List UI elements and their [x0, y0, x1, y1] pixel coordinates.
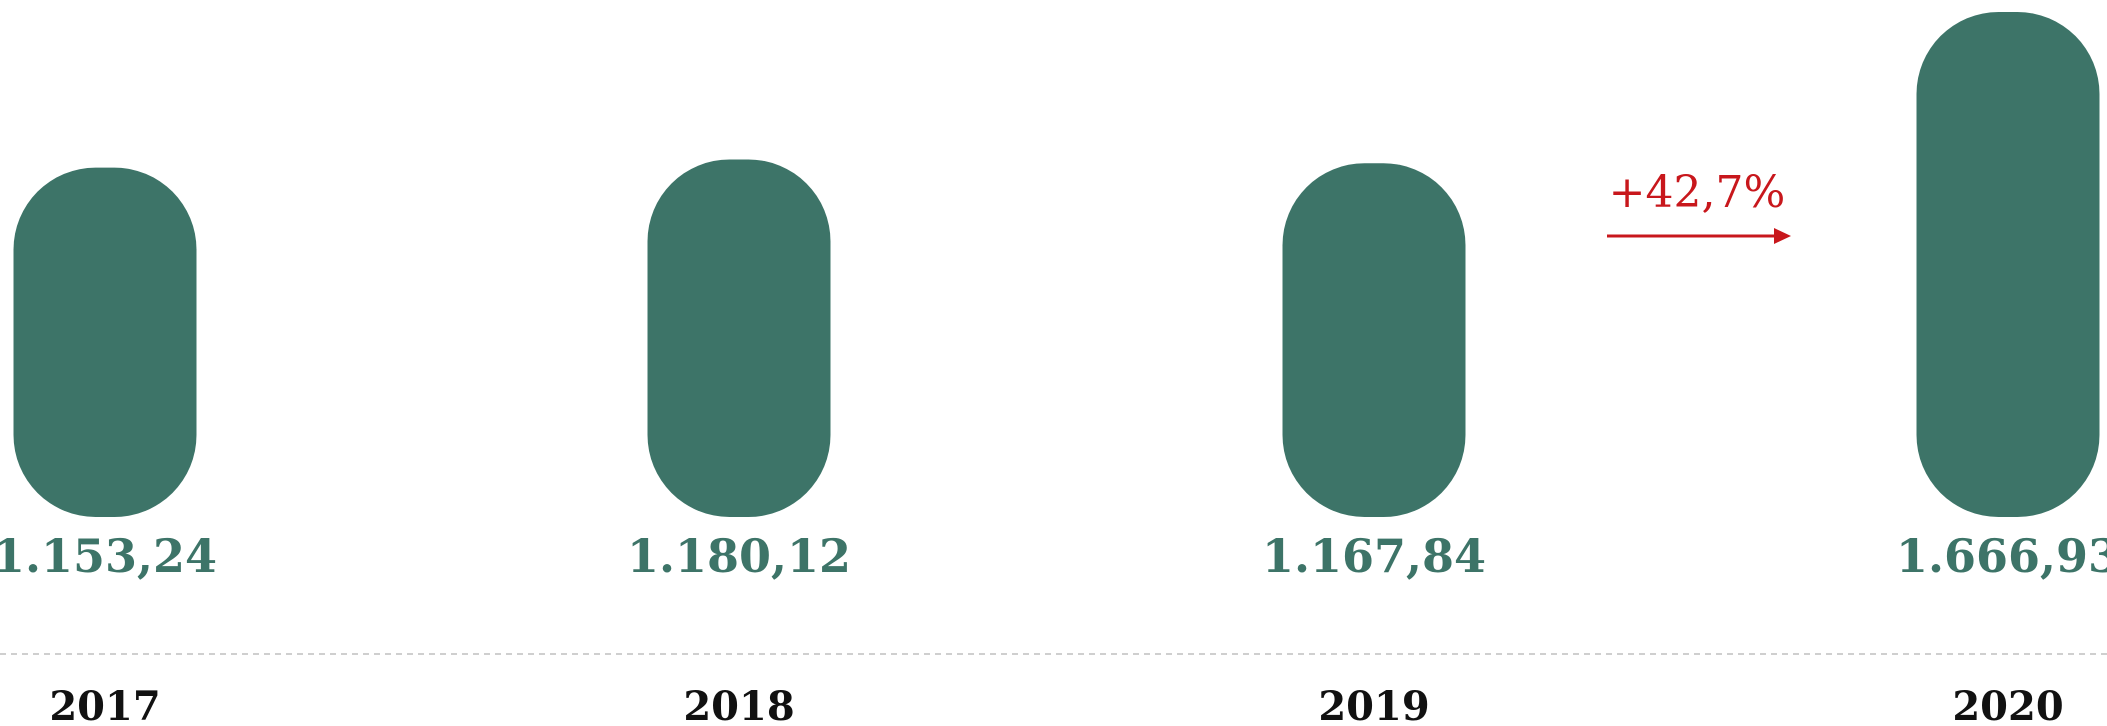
value-label: 1.180,12	[627, 529, 851, 583]
bar	[1282, 163, 1466, 517]
bar	[13, 167, 197, 517]
bar	[647, 159, 831, 517]
x-tick-label: 2019	[1318, 683, 1429, 726]
value-label: 1.666,93	[1896, 529, 2107, 583]
x-tick-label: 2018	[683, 683, 794, 726]
x-tick-label: 2020	[1952, 683, 2063, 726]
arrow-head	[1774, 228, 1791, 244]
value-label: 1.153,24	[0, 529, 217, 583]
x-tick-label: 2017	[49, 683, 160, 726]
value-label: 1.167,84	[1262, 529, 1486, 583]
change-annotation: +42,7%	[1609, 167, 1786, 218]
bar	[1916, 12, 2100, 517]
